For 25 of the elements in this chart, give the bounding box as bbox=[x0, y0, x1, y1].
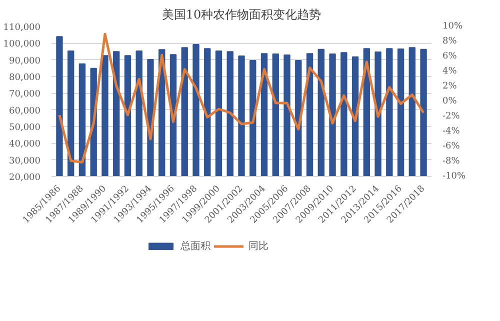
line-series bbox=[58, 32, 425, 164]
y2-tick-label: -2% bbox=[442, 112, 460, 122]
legend-label: 同比 bbox=[248, 240, 268, 253]
y2-tick-label: 2% bbox=[442, 82, 458, 92]
y-tick-label: 60,000 bbox=[9, 106, 41, 116]
y-tick-label: 100,000 bbox=[3, 40, 41, 50]
y2-tick-label: 4% bbox=[442, 66, 458, 76]
y2-tick-label: 10% bbox=[442, 22, 463, 32]
y-tick-label: 40,000 bbox=[9, 140, 41, 150]
y2-tick-label: -10% bbox=[442, 172, 466, 182]
y-tick-label: 70,000 bbox=[9, 90, 41, 100]
y-tick-label: 30,000 bbox=[9, 156, 41, 166]
y-tick-label: 20,000 bbox=[9, 173, 41, 183]
y2-tick-label: -8% bbox=[442, 156, 460, 166]
legend-label: 总面积 bbox=[180, 240, 210, 253]
y2-tick-label: 6% bbox=[442, 52, 458, 62]
y-tick-label: 110,000 bbox=[3, 23, 41, 33]
y-tick-label: 50,000 bbox=[9, 123, 41, 133]
y-tick-label: 80,000 bbox=[9, 73, 41, 83]
chart-title: 美国10种农作物面积变化趋势 bbox=[162, 8, 322, 22]
y-tick-label: 90,000 bbox=[9, 56, 41, 66]
y2-tick-label: -6% bbox=[442, 142, 460, 152]
y2-tick-label: -4% bbox=[442, 126, 460, 136]
y2-tick-label: 0% bbox=[442, 96, 458, 106]
y2-tick-label: 8% bbox=[442, 36, 458, 46]
